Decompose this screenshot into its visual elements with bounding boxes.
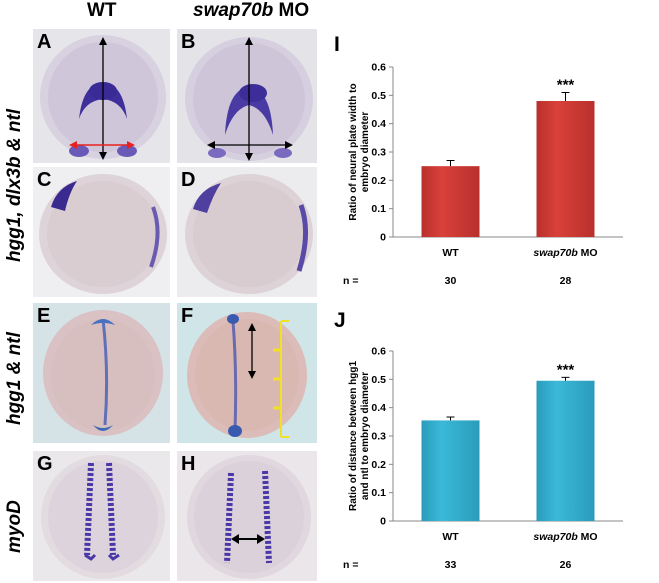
- row-label-top: hgg1, dlx3b & ntl: [4, 108, 25, 262]
- panel-b-image: B: [177, 29, 317, 163]
- panel-f-letter: F: [181, 305, 194, 327]
- n-label: n =: [343, 559, 358, 571]
- y-tick-label: 0.5: [371, 90, 386, 102]
- row-label-bottom: myoD: [4, 500, 25, 553]
- y-tick-label: 0.1: [371, 487, 386, 499]
- row-label-middle: hgg1 & ntl: [4, 332, 25, 425]
- panel-a-image: A: [33, 29, 170, 163]
- x-category-label: WT: [442, 247, 459, 259]
- wt-column-header: WT: [87, 0, 117, 21]
- y-axis-label-line: Ratio of distance between hgg1: [348, 361, 359, 511]
- y-tick-label: 0.2: [371, 459, 386, 471]
- x-category-label: swap70b MO: [533, 247, 597, 259]
- chart-j: Ratio of distance between hgg1 and ntl to…: [343, 346, 623, 571]
- y-axis-label-line: embryo diameter: [360, 112, 371, 193]
- y-tick-label: 0.3: [371, 431, 386, 443]
- y-tick-label: 0.4: [371, 402, 386, 414]
- mo-suffix: MO: [273, 0, 310, 21]
- y-tick-label: 0.6: [371, 346, 386, 358]
- bar: [536, 380, 595, 521]
- chart-j-letter: J: [334, 309, 346, 332]
- panel-c-image: C: [33, 167, 170, 297]
- y-axis-label-line: Ratio of neural plate width to: [348, 83, 359, 220]
- panel-h-letter: H: [181, 453, 196, 475]
- mo-column-header: swap70b MO: [193, 0, 309, 22]
- panel-f-image: F: [177, 303, 317, 443]
- panel-g-image: G: [33, 451, 170, 581]
- panel-c-letter: C: [37, 169, 52, 191]
- chart-i: Ratio of neural plate width to embryo dia…: [343, 62, 623, 287]
- y-tick-label: 0.1: [371, 203, 386, 215]
- y-tick-label: 0.5: [371, 374, 386, 386]
- x-category-label: WT: [442, 531, 459, 543]
- panel-e-letter: E: [37, 305, 51, 327]
- y-tick-label: 0.6: [371, 62, 386, 74]
- n-value: 28: [560, 275, 572, 287]
- panel-b-letter: B: [181, 31, 196, 53]
- panel-e-image: E: [33, 303, 170, 443]
- bar: [421, 420, 480, 521]
- y-tick-label: 0.3: [371, 147, 386, 159]
- n-label: n =: [343, 275, 358, 287]
- y-tick-label: 0: [380, 232, 386, 244]
- y-tick-label: 0.4: [371, 118, 386, 130]
- bar: [421, 166, 480, 237]
- n-value: 30: [445, 275, 457, 287]
- n-value: 33: [445, 559, 457, 571]
- panel-d-letter: D: [181, 169, 196, 191]
- panel-g-letter: G: [37, 453, 53, 475]
- significance-label: ***: [557, 77, 575, 94]
- panel-d-image: D: [177, 167, 317, 297]
- x-category-label: swap70b MO: [533, 531, 597, 543]
- y-axis-label-line: and ntl to embryo diameter: [360, 372, 371, 500]
- bar: [536, 101, 595, 237]
- panel-a-letter: A: [37, 31, 52, 53]
- chart-i-letter: I: [334, 33, 340, 56]
- n-value: 26: [560, 559, 572, 571]
- y-tick-label: 0: [380, 516, 386, 528]
- mo-gene-name: swap70b: [193, 0, 274, 21]
- panel-h-image: H: [177, 451, 317, 581]
- y-tick-label: 0.2: [371, 175, 386, 187]
- significance-label: ***: [557, 361, 575, 378]
